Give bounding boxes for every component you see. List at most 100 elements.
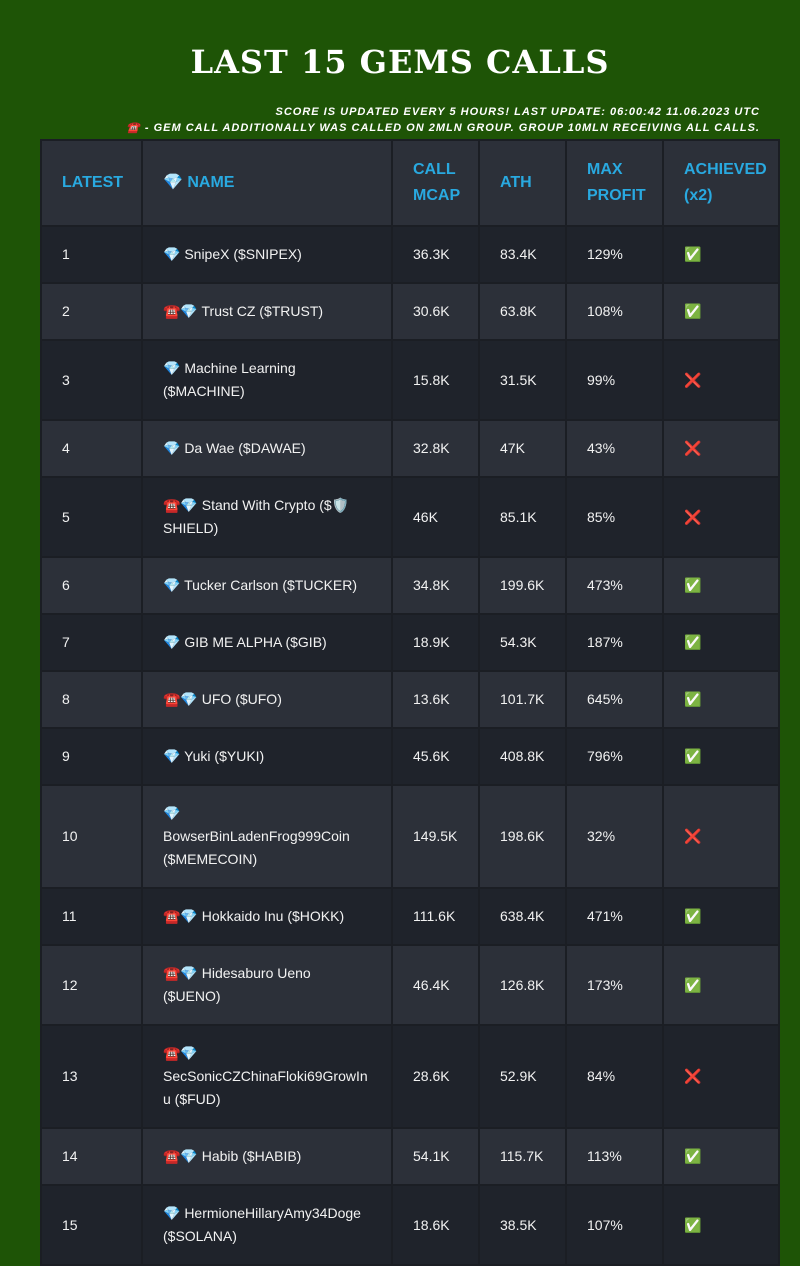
table-cell: 199.6K	[480, 558, 565, 613]
table-cell: ✅	[664, 284, 778, 339]
table-cell: 34.8K	[393, 558, 478, 613]
table-cell: 54.3K	[480, 615, 565, 670]
column-header: CALL MCAP	[393, 141, 478, 225]
column-header: ATH	[480, 141, 565, 225]
table-body: 1 💎 SnipeX ($SNIPEX) 36.3K 83.4K 129% ✅ 2 ☎️💎 T…	[42, 227, 778, 1264]
table-cell: 13	[42, 1026, 141, 1127]
table-head: LATEST 💎 NAME CALL MCAP ATH MAX PROFIT ACHIEV…	[42, 141, 778, 225]
table-cell: ❌	[664, 786, 778, 887]
table-cell: 113%	[567, 1129, 662, 1184]
table-cell: 💎 Machine Learning ($MACHINE)	[143, 341, 391, 419]
table-cell: 111.6K	[393, 889, 478, 944]
table-cell: 126.8K	[480, 946, 565, 1024]
table-cell: 471%	[567, 889, 662, 944]
table-row: 10 💎 BowserBinLadenFrog999Coin ($MEMECOIN…	[42, 786, 778, 887]
table-cell: ✅	[664, 558, 778, 613]
table-cell: 47K	[480, 421, 565, 476]
table-cell: 46.4K	[393, 946, 478, 1024]
table-cell: 473%	[567, 558, 662, 613]
table-cell: 💎 Tucker Carlson ($TUCKER)	[143, 558, 391, 613]
body: LAST 15 GEMS CALLS SCORE IS UPDATED EVER…	[0, 43, 800, 1266]
column-header: ACHIEVED (x2)	[664, 141, 778, 225]
table-cell: 💎 Da Wae ($DAWAE)	[143, 421, 391, 476]
table-cell: 14	[42, 1129, 141, 1184]
table-cell: 108%	[567, 284, 662, 339]
header-row: LATEST 💎 NAME CALL MCAP ATH MAX PROFIT ACHIEV…	[42, 141, 778, 225]
table-cell: 187%	[567, 615, 662, 670]
table-cell: 31.5K	[480, 341, 565, 419]
table-row: 15 💎 HermioneHillaryAmy34Doge ($SOLANA) 18…	[42, 1186, 778, 1264]
table-cell: 1	[42, 227, 141, 282]
table-cell: 101.7K	[480, 672, 565, 727]
table-cell: ✅	[664, 1129, 778, 1184]
table-cell: ✅	[664, 615, 778, 670]
table-cell: 645%	[567, 672, 662, 727]
table-cell: 63.8K	[480, 284, 565, 339]
table-cell: 15	[42, 1186, 141, 1264]
table-cell: 83.4K	[480, 227, 565, 282]
table-cell: 149.5K	[393, 786, 478, 887]
table-cell: ☎️💎 Habib ($HABIB)	[143, 1129, 391, 1184]
table-row: 4 💎 Da Wae ($DAWAE) 32.8K 47K 43% ❌	[42, 421, 778, 476]
page-title: LAST 15 GEMS CALLS	[190, 43, 610, 81]
table-cell: 13.6K	[393, 672, 478, 727]
page: Gems Calls {"header": {"title": "LAST 15…	[0, 43, 800, 1266]
table-cell: 85%	[567, 478, 662, 556]
table-cell: 9	[42, 729, 141, 784]
table-cell: ❌	[664, 1026, 778, 1127]
table-cell: 💎 GIB ME ALPHA ($GIB)	[143, 615, 391, 670]
table-row: 9 💎 Yuki ($YUKI) 45.6K 408.8K 796% ✅	[42, 729, 778, 784]
table-cell: 43%	[567, 421, 662, 476]
table-cell: ✅	[664, 946, 778, 1024]
table-row: 2 ☎️💎 Trust CZ ($TRUST) 30.6K 63.8K 108% ✅	[42, 284, 778, 339]
table-cell: 💎 Yuki ($YUKI)	[143, 729, 391, 784]
notes: SCORE IS UPDATED EVERY 5 HOURS! LAST UPD…	[0, 104, 800, 136]
table-row: 5 ☎️💎 Stand With Crypto ($🛡️SHIELD) 46K 85.…	[42, 478, 778, 556]
table-cell: ❌	[664, 478, 778, 556]
table-cell: ☎️💎 Hidesaburo Ueno ($UENO)	[143, 946, 391, 1024]
table-cell: 18.6K	[393, 1186, 478, 1264]
table-cell: 107%	[567, 1186, 662, 1264]
table-row: 3 💎 Machine Learning ($MACHINE) 15.8K 31.5K…	[42, 341, 778, 419]
table-cell: 173%	[567, 946, 662, 1024]
table-cell: 32%	[567, 786, 662, 887]
table-cell: ❌	[664, 421, 778, 476]
table-cell: 15.8K	[393, 341, 478, 419]
table-row: 13 ☎️💎 SecSonicCZChinaFloki69GrowInu ($FU…	[42, 1026, 778, 1127]
table-cell: 54.1K	[393, 1129, 478, 1184]
table-cell: ☎️💎 Stand With Crypto ($🛡️SHIELD)	[143, 478, 391, 556]
table-cell: 6	[42, 558, 141, 613]
table-cell: 32.8K	[393, 421, 478, 476]
table-cell: 99%	[567, 341, 662, 419]
table-row: 8 ☎️💎 UFO ($UFO) 13.6K 101.7K 645% ✅	[42, 672, 778, 727]
table-cell: 45.6K	[393, 729, 478, 784]
table-row: 6 💎 Tucker Carlson ($TUCKER) 34.8K 199.6K 47…	[42, 558, 778, 613]
table-cell: 796%	[567, 729, 662, 784]
table-cell: 18.9K	[393, 615, 478, 670]
table-cell: 11	[42, 889, 141, 944]
table-cell: 3	[42, 341, 141, 419]
table-cell: 7	[42, 615, 141, 670]
table-cell: ☎️💎 SecSonicCZChinaFloki69GrowInu ($FUD)	[143, 1026, 391, 1127]
table-cell: 💎 BowserBinLadenFrog999Coin ($MEMECOIN)	[143, 786, 391, 887]
table-cell: 4	[42, 421, 141, 476]
column-header: 💎 NAME	[143, 141, 391, 225]
note: SCORE IS UPDATED EVERY 5 HOURS! LAST UPD…	[275, 106, 760, 118]
table-cell: 115.7K	[480, 1129, 565, 1184]
table-cell: 46K	[393, 478, 478, 556]
table-cell: ✅	[664, 889, 778, 944]
calls-table: LATEST 💎 NAME CALL MCAP ATH MAX PROFIT ACHIEV…	[40, 139, 780, 1266]
table-cell: 52.9K	[480, 1026, 565, 1127]
table-cell: 85.1K	[480, 478, 565, 556]
table-cell: 2	[42, 284, 141, 339]
table-cell: 129%	[567, 227, 662, 282]
table-cell: 36.3K	[393, 227, 478, 282]
table-row: 14 ☎️💎 Habib ($HABIB) 54.1K 115.7K 113% ✅	[42, 1129, 778, 1184]
table-row: 7 💎 GIB ME ALPHA ($GIB) 18.9K 54.3K 187% ✅	[42, 615, 778, 670]
table-cell: 638.4K	[480, 889, 565, 944]
table-cell: 💎 SnipeX ($SNIPEX)	[143, 227, 391, 282]
table-cell: ✅	[664, 1186, 778, 1264]
table-cell: 408.8K	[480, 729, 565, 784]
table-cell: ☎️💎 Trust CZ ($TRUST)	[143, 284, 391, 339]
table-cell: 12	[42, 946, 141, 1024]
